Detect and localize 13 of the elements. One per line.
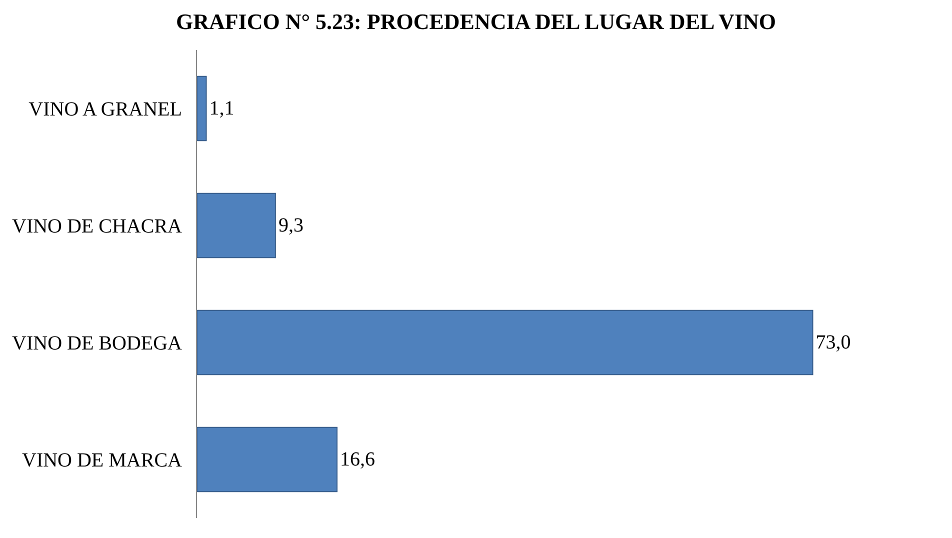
bar	[197, 426, 338, 492]
bar	[197, 76, 207, 142]
y-tick-label: VINO DE BODEGA	[12, 332, 183, 354]
data-label: 1,1	[209, 98, 234, 120]
bar	[197, 310, 814, 376]
data-label: 16,6	[340, 448, 376, 471]
y-tick-label: VINO DE MARCA	[22, 450, 183, 472]
bar	[197, 192, 276, 258]
y-tick-label: VINO A GRANEL	[28, 98, 182, 120]
y-tick-label: VINO DE CHACRA	[12, 216, 183, 238]
data-label: 9,3	[278, 214, 304, 236]
chart-title: GRAFICO N° 5.23: PROCEDENCIA DEL LUGAR DEL VINO	[176, 8, 776, 34]
data-label: 73,0	[816, 332, 851, 354]
